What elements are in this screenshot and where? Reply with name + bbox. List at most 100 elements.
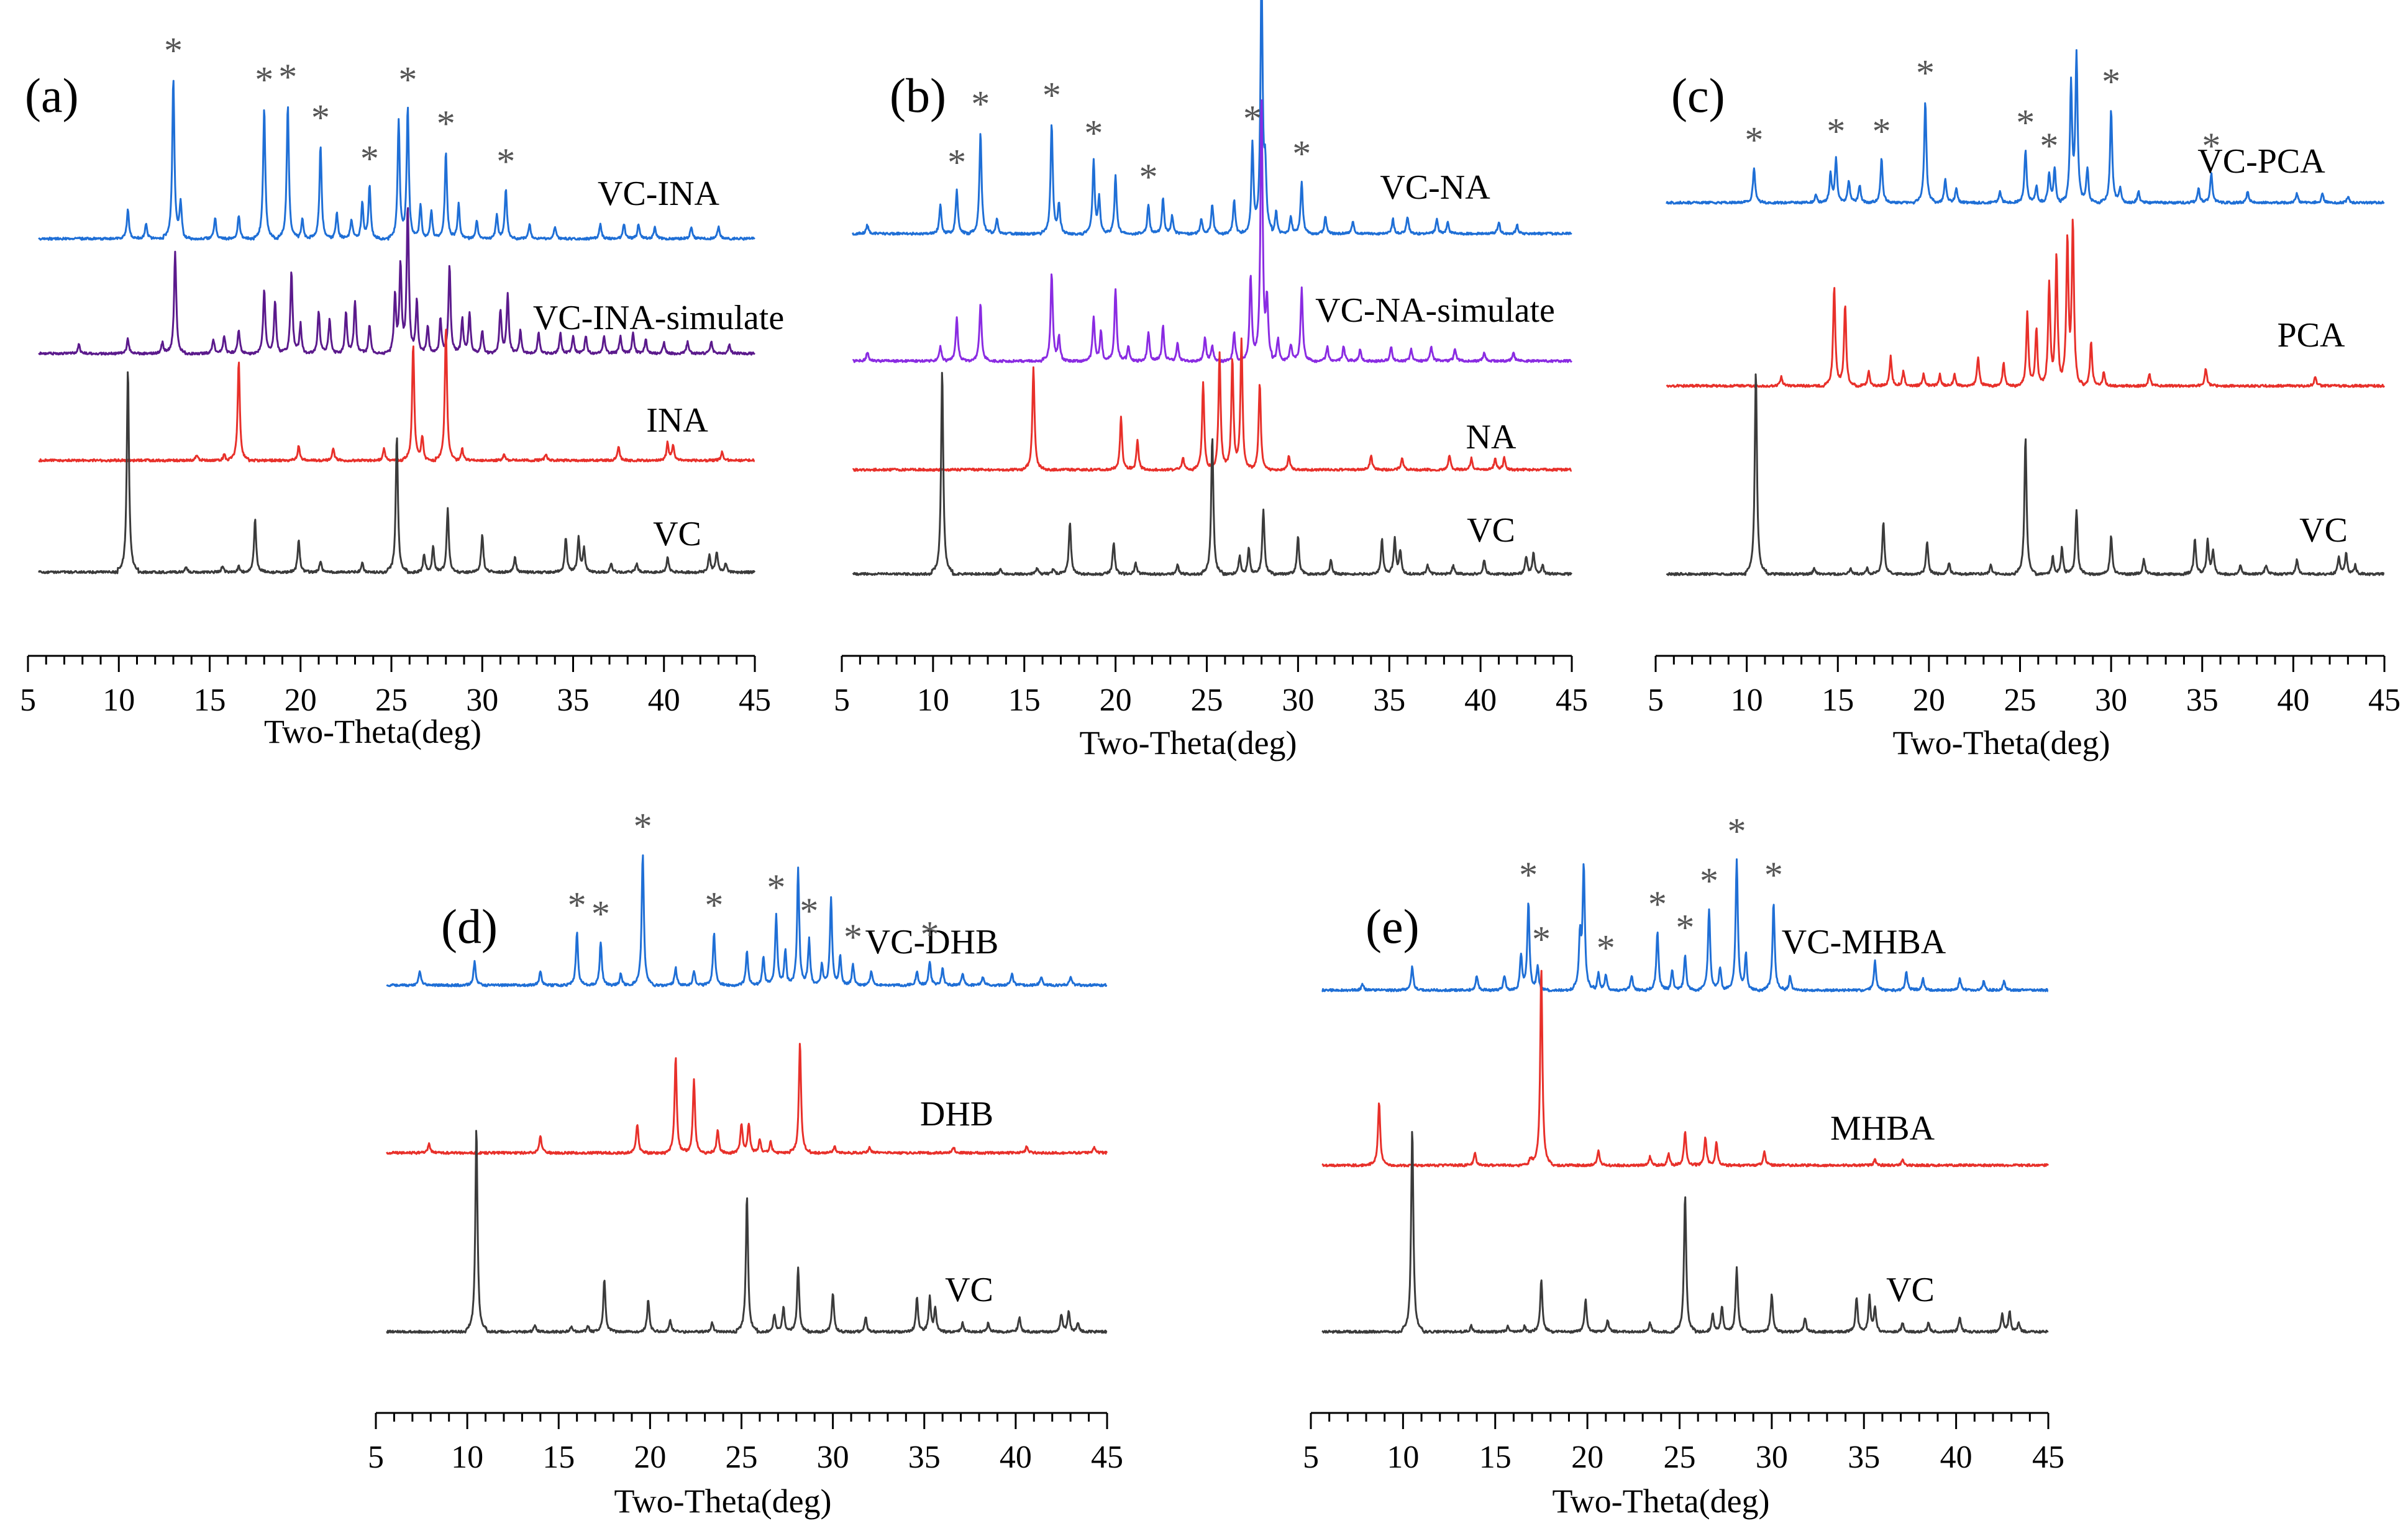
peak-star-marker: * xyxy=(1916,53,1935,94)
x-tick-label: 15 xyxy=(1479,1440,1512,1475)
peak-star-marker: * xyxy=(2102,61,2120,102)
peak-star-marker: * xyxy=(800,891,818,932)
series-label: DHB xyxy=(920,1095,993,1133)
peak-star-marker: * xyxy=(278,57,297,98)
series-label: VC xyxy=(2299,511,2348,550)
x-tick-label: 35 xyxy=(1848,1440,1880,1475)
peak-star-marker: * xyxy=(1139,157,1158,198)
x-tick-label: 40 xyxy=(1940,1440,1972,1475)
series-label: INA xyxy=(646,401,708,440)
x-tick-label: 15 xyxy=(1008,683,1041,718)
panel-label: (b) xyxy=(890,68,946,122)
x-axis-title: Two-Theta(deg) xyxy=(1079,724,1297,761)
peak-star-marker: * xyxy=(255,60,273,101)
peak-star-marker: * xyxy=(1872,111,1891,152)
peak-star-marker: * xyxy=(2202,125,2220,166)
series-vc-ina-simulate-line xyxy=(38,207,755,356)
series-vc-line xyxy=(1321,1131,2049,1334)
peak-star-marker: * xyxy=(767,867,785,908)
peak-star-marker: * xyxy=(1648,884,1667,925)
x-tick-label: 25 xyxy=(1191,683,1223,718)
peak-star-marker: * xyxy=(1042,75,1061,116)
x-tick-label: 35 xyxy=(1373,683,1405,718)
series-dhb-line xyxy=(386,1043,1108,1155)
x-tick-label: 15 xyxy=(1822,683,1854,718)
peak-star-marker: * xyxy=(971,84,990,125)
series-vc-line xyxy=(1666,373,2385,576)
series-label: NA xyxy=(1466,418,1516,456)
series-label: VC-DHB xyxy=(865,923,999,961)
x-tick-label: 25 xyxy=(375,683,408,718)
peak-star-marker: * xyxy=(398,60,417,101)
x-tick-label: 5 xyxy=(1648,683,1664,718)
x-axis-title: Two-Theta(deg) xyxy=(614,1482,831,1520)
peak-star-marker: * xyxy=(437,103,455,144)
x-tick-label: 40 xyxy=(1000,1440,1032,1475)
x-tick-label: 40 xyxy=(1464,683,1497,718)
x-tick-label: 5 xyxy=(1303,1440,1319,1475)
series-vc-dhb-line xyxy=(386,854,1108,988)
panel-b: (b)VC-NA********VC-NA-simulateNAVC510152… xyxy=(834,0,1588,761)
series-label: VC-INA xyxy=(598,175,720,213)
x-tick-label: 25 xyxy=(726,1440,758,1475)
peak-star-marker: * xyxy=(947,142,966,183)
series-mhba-line xyxy=(1321,969,2050,1168)
x-tick-label: 15 xyxy=(194,683,226,718)
series-vc-ina-line xyxy=(38,79,755,241)
peak-star-marker: * xyxy=(1727,811,1746,852)
series-pca-line xyxy=(1666,219,2386,388)
x-tick-label: 5 xyxy=(20,683,36,718)
series-vc-line xyxy=(852,371,1572,576)
peak-star-marker: * xyxy=(496,141,515,182)
peak-star-marker: * xyxy=(311,98,330,138)
x-tick-label: 5 xyxy=(368,1440,384,1475)
peak-star-marker: * xyxy=(1292,133,1311,174)
x-tick-label: 5 xyxy=(834,683,850,718)
x-tick-label: 10 xyxy=(103,683,135,718)
peak-star-marker: * xyxy=(705,884,723,925)
x-tick-label: 20 xyxy=(1571,1440,1603,1475)
panel-label: (d) xyxy=(441,899,498,953)
peak-star-marker: * xyxy=(1676,907,1694,948)
x-tick-label: 35 xyxy=(2186,683,2219,718)
peak-star-marker: * xyxy=(2040,125,2058,166)
peak-star-marker: * xyxy=(1084,113,1103,154)
series-label: VC xyxy=(945,1271,993,1309)
series-label: VC xyxy=(653,515,701,553)
x-tick-label: 45 xyxy=(1091,1440,1123,1475)
x-axis-title: Two-Theta(deg) xyxy=(264,713,481,750)
x-tick-label: 10 xyxy=(1387,1440,1419,1475)
peak-star-marker: * xyxy=(360,138,379,179)
x-tick-label: 45 xyxy=(1556,683,1588,718)
peak-star-marker: * xyxy=(1744,120,1763,161)
x-tick-label: 10 xyxy=(1731,683,1763,718)
peak-star-marker: * xyxy=(568,884,586,925)
series-vc-na-line xyxy=(852,0,1572,236)
x-axis-title: Two-Theta(deg) xyxy=(1552,1482,1769,1520)
x-tick-label: 30 xyxy=(466,683,498,718)
x-tick-label: 20 xyxy=(1100,683,1132,718)
series-label: VC-NA-simulate xyxy=(1315,291,1555,330)
peak-star-marker: * xyxy=(1519,855,1538,896)
x-tick-label: 40 xyxy=(648,683,680,718)
x-tick-label: 10 xyxy=(451,1440,483,1475)
x-tick-label: 45 xyxy=(739,683,771,718)
x-tick-label: 20 xyxy=(634,1440,666,1475)
peak-star-marker: * xyxy=(1700,860,1718,901)
series-vc-pca-line xyxy=(1666,49,2385,205)
x-tick-label: 45 xyxy=(2032,1440,2064,1475)
x-tick-label: 40 xyxy=(2277,683,2309,718)
x-tick-label: 15 xyxy=(542,1440,575,1475)
series-label: VC-MHBA xyxy=(1782,923,1946,961)
panel-label: (e) xyxy=(1366,899,1420,953)
peak-star-marker: * xyxy=(1243,98,1262,139)
x-tick-label: 30 xyxy=(1282,683,1314,718)
peak-star-marker: * xyxy=(591,894,610,935)
peak-star-marker: * xyxy=(921,914,939,955)
series-vc-mhba-line xyxy=(1321,858,2049,992)
series-label: MHBA xyxy=(1830,1109,1935,1148)
